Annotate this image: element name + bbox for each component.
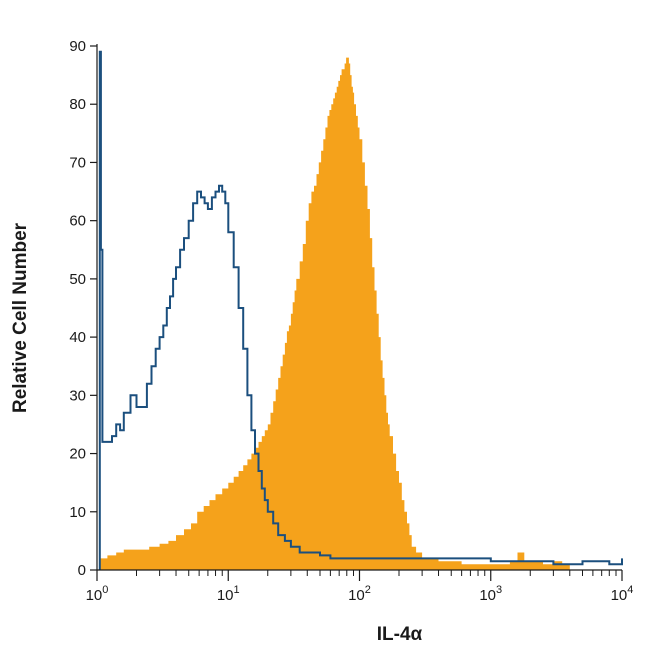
x-tick-label: 104 — [611, 584, 634, 604]
y-tick-label: 90 — [69, 38, 86, 55]
y-tick-label: 80 — [69, 96, 86, 113]
series-filled-histogram — [99, 57, 570, 571]
y-tick-label: 40 — [69, 329, 86, 346]
y-tick-label: 20 — [69, 446, 86, 463]
plot-area — [98, 50, 623, 571]
y-tick-label: 70 — [69, 154, 86, 171]
y-axis-title: Relative Cell Number — [10, 222, 31, 413]
x-tick-label: 103 — [479, 584, 502, 604]
y-tick-label: 10 — [69, 504, 86, 521]
y-tick-label: 0 — [78, 562, 86, 579]
y-tick-label: 60 — [69, 213, 86, 230]
x-axis-title: IL-4α — [377, 624, 423, 645]
y-tick-label: 50 — [69, 271, 86, 288]
x-tick-label: 100 — [86, 584, 109, 604]
series-outline-histogram — [98, 50, 623, 570]
y-tick-label: 30 — [69, 387, 86, 404]
x-tick-label: 101 — [217, 584, 240, 604]
axes: 0 10 20 30 40 50 60 70 80 90 100 101 102 103 104 — [69, 38, 633, 604]
x-tick-label: 102 — [348, 584, 371, 604]
